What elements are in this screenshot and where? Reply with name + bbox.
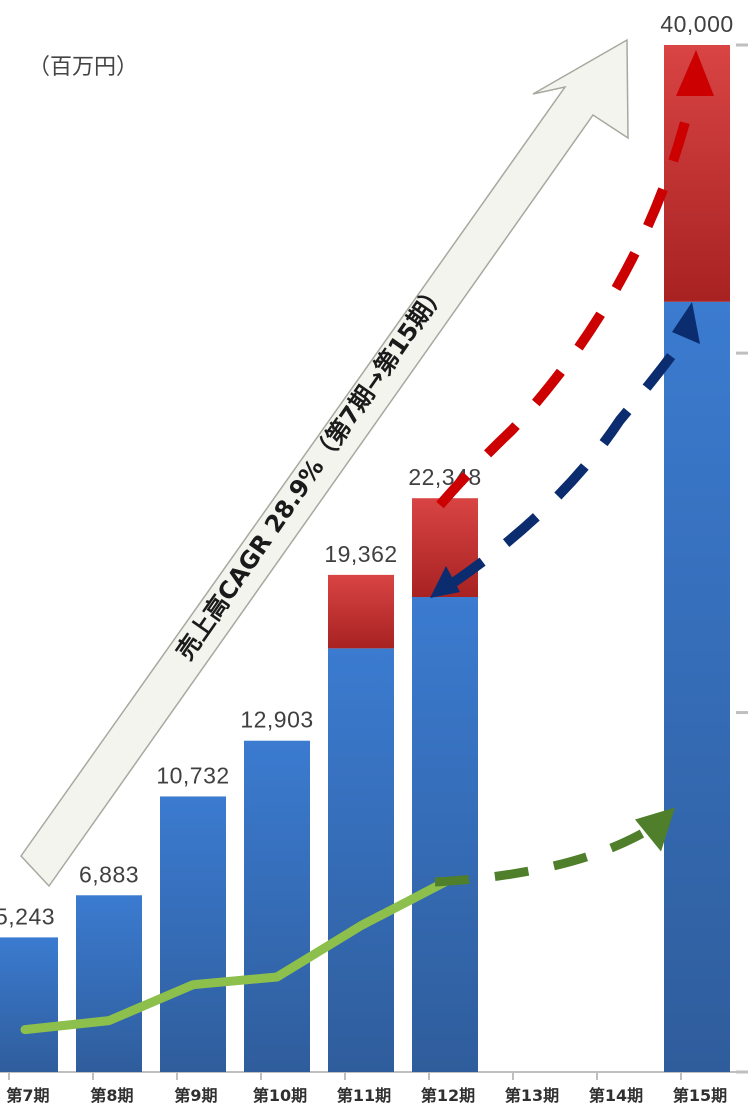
unit-label: （百万円） xyxy=(28,55,138,80)
category-label-13: 第13期 xyxy=(505,1086,559,1105)
data-label-11: 19,362 xyxy=(324,541,397,567)
bar-top-11 xyxy=(328,575,394,648)
category-label-12: 第12期 xyxy=(421,1086,475,1105)
data-label-10: 12,903 xyxy=(240,707,313,733)
category-label-14: 第14期 xyxy=(589,1086,643,1105)
bar-12 xyxy=(412,597,478,1072)
bar-8 xyxy=(76,895,142,1072)
bar-9 xyxy=(160,796,226,1072)
bar-11 xyxy=(328,648,394,1072)
projection-arrow-blue xyxy=(450,335,686,585)
data-label-9: 10,732 xyxy=(156,762,229,788)
bar-15 xyxy=(664,302,730,1072)
data-label-7: 5,243 xyxy=(0,903,55,929)
category-label-9: 第9期 xyxy=(174,1086,217,1105)
category-label-15: 第15期 xyxy=(673,1086,727,1105)
category-label-8: 第8期 xyxy=(90,1086,133,1105)
bar-10 xyxy=(244,741,310,1072)
data-label-12: 22,348 xyxy=(408,464,481,490)
data-label-15: 40,000 xyxy=(660,11,733,37)
bar-7 xyxy=(0,937,58,1072)
data-label-8: 6,883 xyxy=(79,861,139,887)
category-label-7: 第7期 xyxy=(6,1086,49,1105)
category-label-10: 第10期 xyxy=(253,1086,307,1105)
category-label-11: 第11期 xyxy=(337,1086,391,1105)
